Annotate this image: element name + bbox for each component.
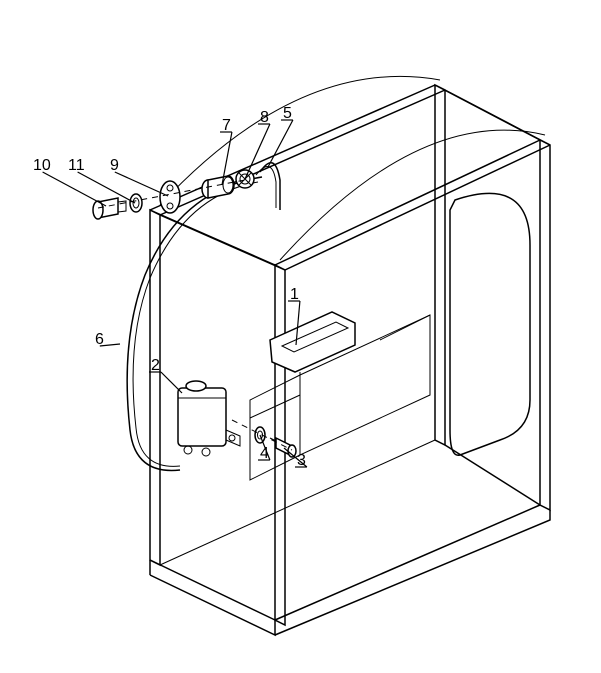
callout-leader-9	[115, 172, 168, 196]
callout-leader-5	[268, 120, 293, 167]
part-11-washer	[130, 194, 142, 212]
callout-label-10: 10	[33, 157, 51, 174]
callout-label-3: 3	[297, 452, 306, 469]
callout-label-1: 1	[290, 286, 299, 303]
callout-label-9: 9	[110, 157, 119, 174]
callout-label-7: 7	[222, 117, 231, 134]
callout-leader-10	[43, 172, 106, 206]
callout-label-4: 4	[260, 445, 269, 462]
part-9-plate	[160, 181, 180, 213]
callout-label-2: 2	[151, 357, 160, 374]
callout-label-8: 8	[260, 109, 269, 126]
callout-label-6: 6	[95, 331, 104, 348]
callout-label-5: 5	[283, 105, 292, 122]
part-1-bracket	[250, 312, 355, 418]
cab-parts-diagram: 1 2 3 4 5 6 7 8 9 10 11	[0, 0, 601, 673]
part-5-nozzle-tube	[256, 163, 280, 210]
callout-leader-8	[245, 124, 270, 179]
cab-frame	[150, 76, 550, 635]
part-2-reservoir	[178, 381, 240, 456]
callout-leader-2	[161, 372, 182, 393]
callout-label-11: 11	[68, 157, 85, 174]
